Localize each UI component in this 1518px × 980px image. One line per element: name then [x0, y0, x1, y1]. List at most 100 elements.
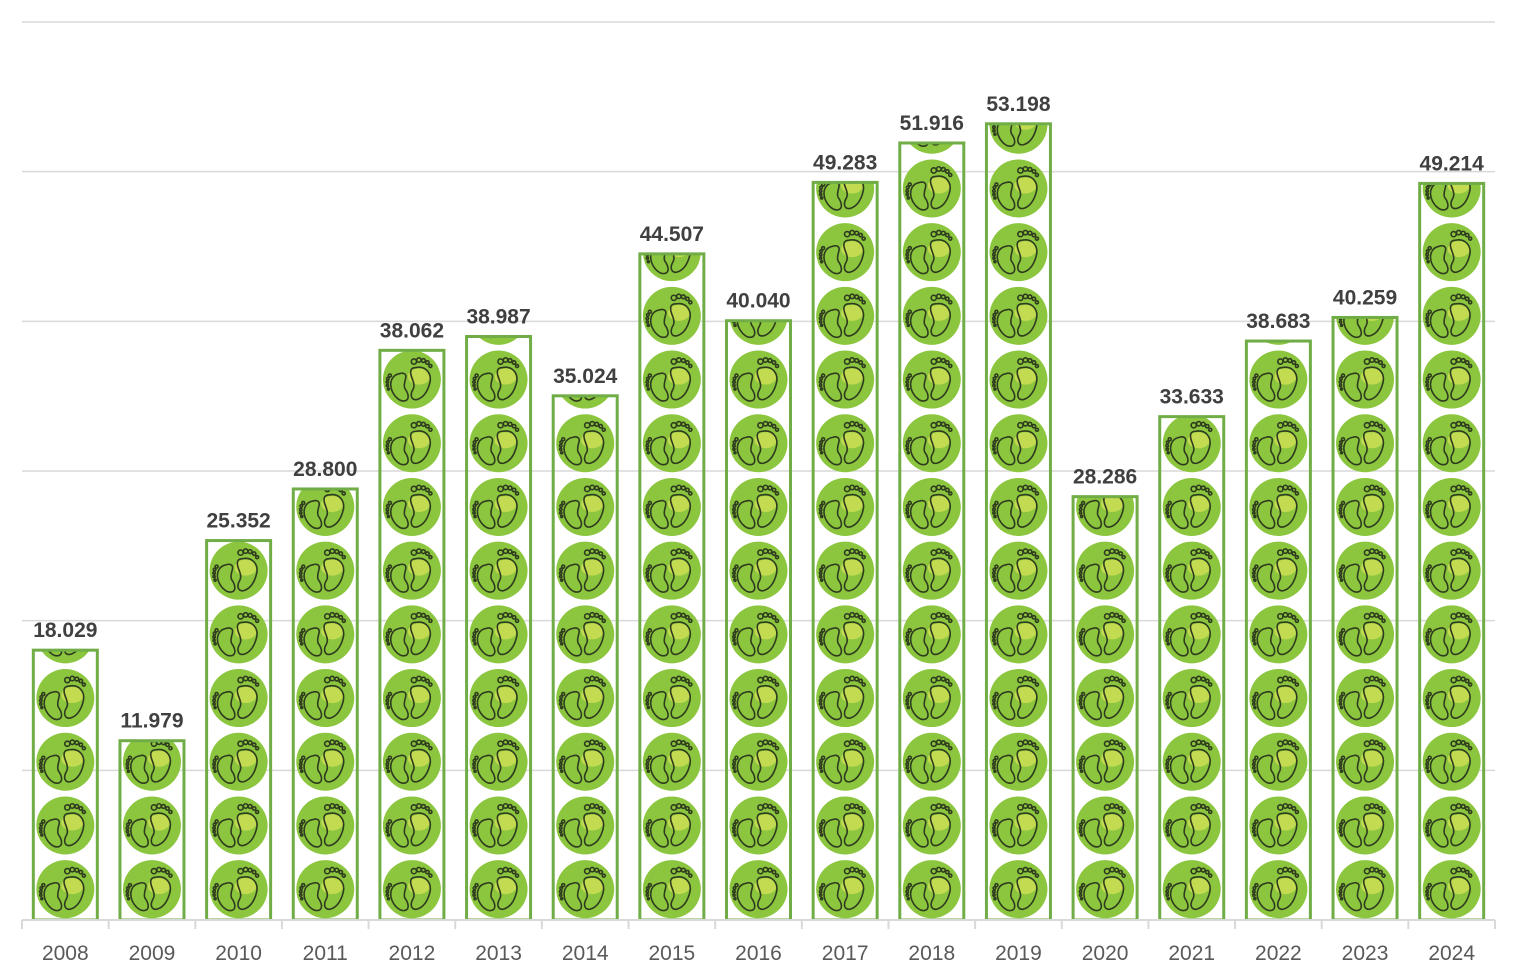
- footprint-icon: [728, 859, 789, 919]
- footprint-icon: [1161, 668, 1222, 728]
- footprint-icon: [901, 731, 962, 792]
- bar-icons-2009: [122, 740, 182, 919]
- bar-2011: [291, 487, 359, 920]
- footprint-icon: [1421, 668, 1482, 728]
- footprint-icon: [470, 223, 528, 281]
- bar-2012: [378, 348, 446, 920]
- tick-label-2022: 2022: [1255, 942, 1302, 965]
- value-label-2021: 33.633: [1160, 386, 1224, 409]
- footprint-icon: [208, 604, 269, 665]
- footprint-icon: [555, 731, 616, 792]
- footprint-icon: [382, 668, 442, 728]
- footprint-icon: [642, 349, 702, 410]
- footprint-icon: [901, 222, 962, 282]
- footprint-icon: [901, 286, 962, 346]
- footprint-icon: [642, 477, 702, 537]
- footprint-icon: [555, 795, 616, 856]
- footprint-icon: [295, 731, 356, 792]
- footprint-icon: [382, 413, 442, 474]
- footprint-icon: [728, 540, 789, 601]
- footprint-icon: [728, 731, 789, 792]
- bar-icons-2010: [208, 540, 269, 919]
- bar-frame-2018: [898, 141, 966, 920]
- footprint-icon: [1161, 416, 1222, 474]
- footprint-icon: [1248, 859, 1309, 919]
- footprint-icon: [815, 222, 875, 282]
- bar-frame-2009: [118, 739, 186, 920]
- value-label-2019: 53.198: [986, 93, 1051, 116]
- footprint-icon: [1076, 414, 1134, 472]
- footprint-icon: [643, 159, 701, 217]
- footprint-icon: [35, 795, 96, 856]
- footprint-icon: [468, 604, 529, 665]
- tick-label-2018: 2018: [908, 942, 955, 965]
- footprint-icon: [35, 668, 96, 728]
- bar-frame-2008: [31, 648, 99, 920]
- footprint-icon: [728, 349, 789, 410]
- value-label-2008: 18.029: [33, 619, 97, 642]
- bar-2021: [1158, 415, 1226, 920]
- footprint-icon: [1421, 731, 1482, 792]
- footprint-icon: [208, 668, 269, 728]
- tick-label-2023: 2023: [1342, 942, 1389, 965]
- footprint-icon: [901, 158, 962, 219]
- footprint-icon: [642, 731, 702, 792]
- footprint-icon: [1248, 540, 1309, 601]
- bar-2019: [984, 32, 1052, 920]
- footprint-icon: [815, 349, 875, 410]
- footprint-icon: [1248, 731, 1309, 792]
- bar-frame-2013: [465, 334, 533, 920]
- footprint-icon: [555, 604, 616, 665]
- footprint-icon: [1248, 604, 1309, 665]
- footprint-icon: [1421, 795, 1482, 856]
- footprint-icon: [1336, 223, 1394, 281]
- tick-label-2014: 2014: [562, 942, 609, 965]
- bar-2022: [1244, 339, 1312, 920]
- footprint-icon: [295, 795, 356, 856]
- footprint-icon: [35, 859, 96, 919]
- footprint-icon: [989, 32, 1047, 90]
- bar-2024: [1418, 181, 1486, 920]
- footprint-icon: [555, 859, 616, 919]
- tick-label-2011: 2011: [303, 942, 348, 965]
- footprint-icon: [556, 287, 614, 345]
- footprint-icon: [35, 731, 96, 792]
- footprint-icon: [988, 859, 1049, 919]
- tick-label-2016: 2016: [735, 942, 782, 965]
- bars: [31, 32, 1486, 920]
- footprint-icon: [1248, 668, 1309, 728]
- value-label-2016: 40.040: [726, 290, 790, 313]
- footprint-icon: [1335, 859, 1395, 919]
- footprint-icon: [1335, 477, 1395, 537]
- footprint-icon: [468, 477, 529, 537]
- footprint-icon: [1161, 795, 1222, 856]
- footprint-icon: [122, 795, 182, 856]
- footprint-icon: [208, 795, 269, 856]
- bar-2009: [118, 739, 186, 920]
- value-label-2020: 28.286: [1073, 466, 1137, 489]
- bar-frame-2011: [291, 487, 359, 920]
- value-label-2010: 25.352: [207, 510, 271, 533]
- footprint-icon: [815, 604, 875, 665]
- footprint-icon: [642, 286, 702, 346]
- footprint-icon: [901, 668, 962, 728]
- footprint-icon: [468, 731, 529, 792]
- footprint-icon: [382, 795, 442, 856]
- footprint-icon: [468, 795, 529, 856]
- value-label-2018: 51.916: [900, 112, 964, 135]
- tick-label-2017: 2017: [822, 942, 869, 965]
- footprint-icon: [642, 668, 702, 728]
- footprint-icon: [208, 731, 269, 792]
- footprint-icon: [642, 540, 702, 601]
- footprint-icon: [1075, 795, 1135, 856]
- value-labels: 18.029 11.979 25.352 28.800 38.062 38.987 35.0…: [33, 93, 1484, 733]
- footprint-icon: [1335, 349, 1395, 410]
- footprint-icon: [1248, 477, 1309, 537]
- bar-icons-2017: [815, 182, 875, 919]
- bar-2015: [638, 159, 706, 920]
- tick-label-2012: 2012: [389, 942, 436, 965]
- footprint-icon: [988, 286, 1049, 346]
- footprint-icon: [382, 604, 442, 665]
- footprint-icon: [815, 859, 875, 919]
- bar-2008: [31, 648, 99, 920]
